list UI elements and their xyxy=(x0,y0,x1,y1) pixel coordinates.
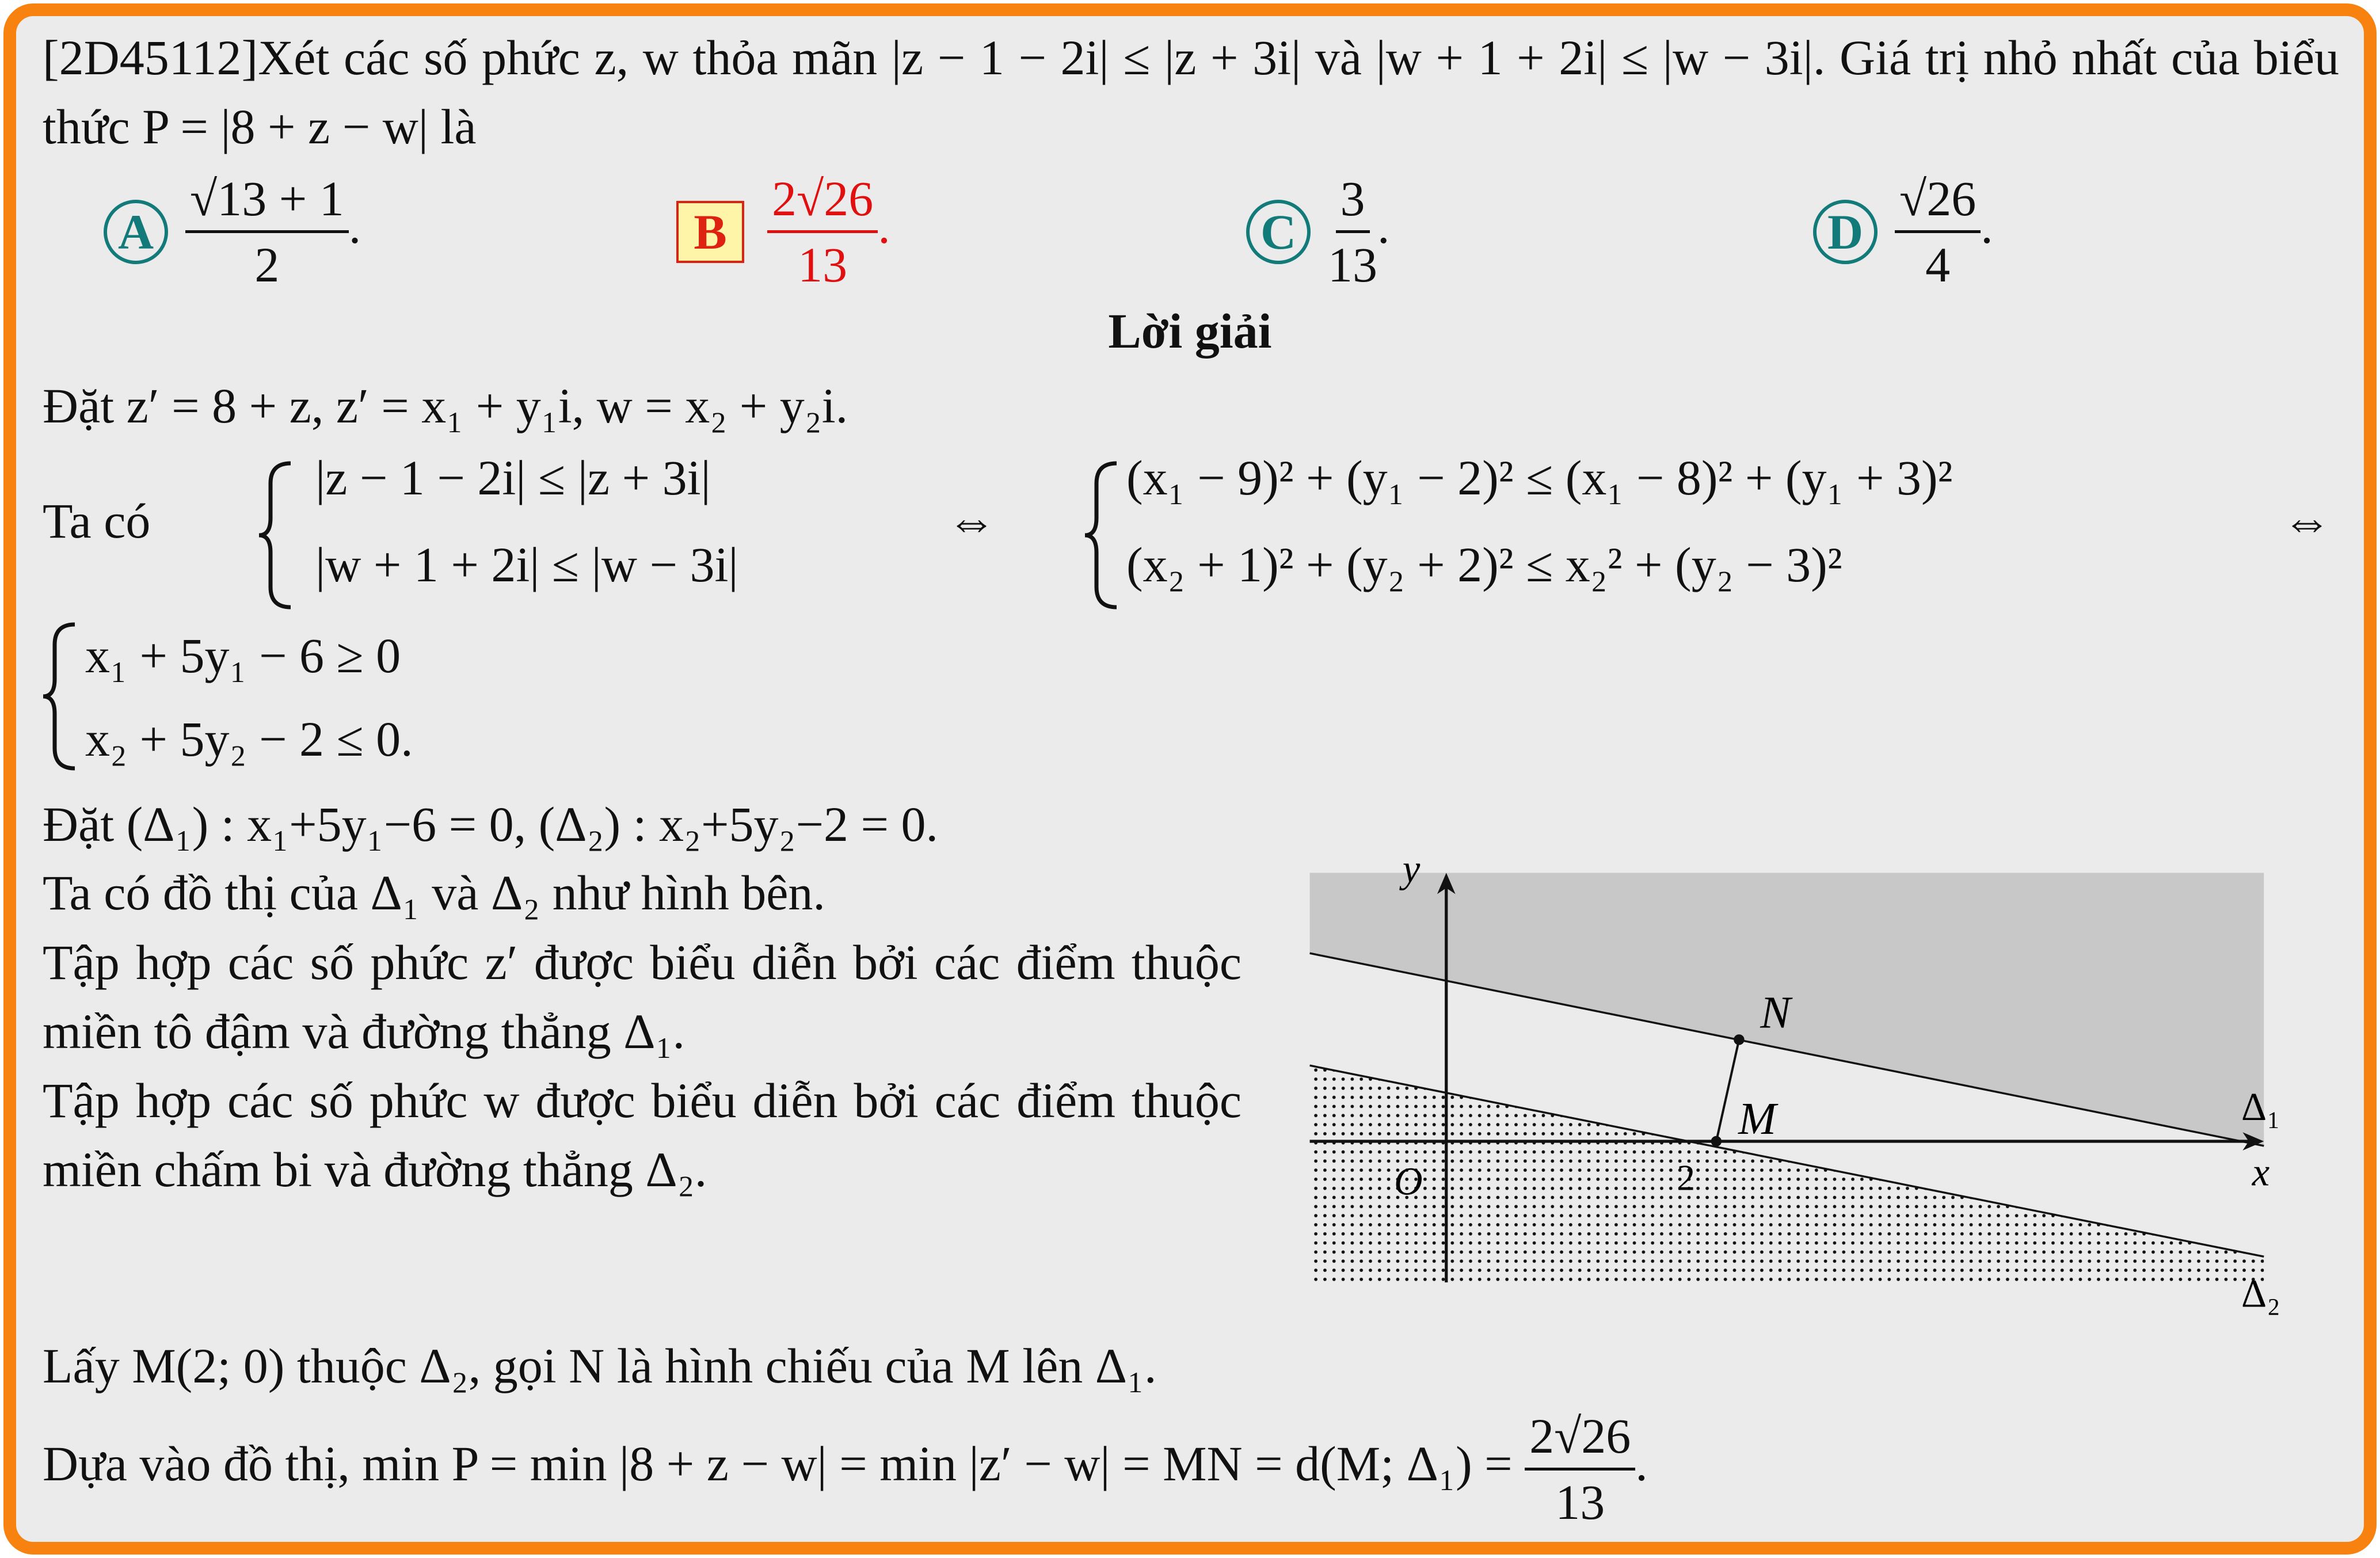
tick-label: 2 xyxy=(1677,1157,1695,1198)
paragraph: Tập hợp các số phức w được biểu diễn bởi… xyxy=(43,1073,1242,1197)
numerator: √13 + 1 xyxy=(185,167,349,233)
conclusion: Lấy M(2; 0) thuộc Δ₂, gọi N là hình chiế… xyxy=(43,1338,1157,1393)
suffix: . xyxy=(348,199,361,254)
heading: Lời giải xyxy=(1108,303,1272,359)
equation: |z − 1 − 2i| ≤ |z + 3i| xyxy=(315,450,711,505)
equiv: ⇔ xyxy=(947,493,996,548)
origin-label: O xyxy=(1394,1159,1422,1203)
point-label: N xyxy=(1760,988,1793,1038)
arrow xyxy=(2242,1132,2264,1151)
paragraph: Ta có đồ thị của Δ₁ và Δ₂ như hình bên. xyxy=(43,865,825,920)
denominator: 4 xyxy=(1925,237,1951,292)
conclusion: Dựa vào đồ thị, min P = min |8 + z − w| … xyxy=(43,1404,1648,1534)
choice: B 2√26 13. xyxy=(676,167,890,296)
line-label: Δ₂ xyxy=(2241,1271,2280,1315)
delta2-line xyxy=(1309,1064,2264,1258)
point xyxy=(1711,1136,1722,1147)
arrow xyxy=(1437,873,1456,894)
brace xyxy=(1084,461,1117,610)
choice: D √26 4. xyxy=(1813,167,1993,296)
equiv: ⇔ xyxy=(2282,493,2332,548)
shaded-region xyxy=(1309,873,2264,1146)
intro: Ta có xyxy=(43,493,151,548)
frame xyxy=(3,3,2377,1555)
denominator: 13 xyxy=(1555,1475,1605,1530)
problem: [2D45112]Xét các số phức z, w thỏa mãn |… xyxy=(43,23,2339,161)
axis-label: y xyxy=(1399,850,1421,890)
choice: C 3 13. xyxy=(1246,167,1390,296)
point xyxy=(1734,1034,1745,1045)
point-label: M xyxy=(1738,1094,1779,1144)
brace xyxy=(258,461,291,610)
segment-mn xyxy=(1715,1039,1741,1142)
substitution: Đặt z′ = 8 + z, z′ = x₁ + y₁i, w = x₂ + … xyxy=(43,378,848,433)
suffix: . xyxy=(1377,199,1390,254)
figure: y x O 2 N M Δ₁ Δ₂ xyxy=(1309,850,2280,1315)
choice-label: B xyxy=(676,200,744,263)
problem-code: [2D45112] xyxy=(43,30,258,85)
equation: x₁ + 5y₁ − 6 ≥ 0 xyxy=(85,628,401,683)
equation: x₂ + 5y₂ − 2 ≤ 0. xyxy=(85,711,413,767)
equation: |w + 1 + 2i| ≤ |w − 3i| xyxy=(315,537,738,592)
paragraph: Đặt (Δ₁) : x₁+5y₁−6 = 0, (Δ₂) : x₂+5y₂−2… xyxy=(43,797,939,852)
choice-label: A xyxy=(104,199,168,264)
suffix: . xyxy=(1981,199,1993,254)
suffix: . xyxy=(1635,1436,1648,1492)
denominator: 13 xyxy=(1328,237,1377,292)
suffix: . xyxy=(878,199,890,254)
equation: (x₂ + 1)² + (y₂ + 2)² ≤ x₂² + (y₂ − 3)² xyxy=(1126,537,1842,592)
denominator: 13 xyxy=(798,237,848,292)
numerator: 3 xyxy=(1335,167,1370,233)
line-label: Δ₁ xyxy=(2241,1085,2280,1129)
equation: (x₁ − 9)² + (y₁ − 2)² ≤ (x₁ − 8)² + (y₁ … xyxy=(1126,450,1953,505)
dotted-region xyxy=(1309,1065,2264,1283)
problem-text: Xét các số phức z, w thỏa mãn |z − 1 − 2… xyxy=(43,30,2339,154)
axis-label: x xyxy=(2252,1150,2269,1194)
denominator: 2 xyxy=(254,237,280,292)
numerator: 2√26 xyxy=(767,167,878,233)
numerator: √26 xyxy=(1895,167,1981,233)
conclusion-text: Dựa vào đồ thị, min P = min |8 + z − w| … xyxy=(43,1436,1513,1492)
paragraph: Tập hợp các số phức z′ được biểu diễn bở… xyxy=(43,935,1242,1059)
brace xyxy=(43,622,75,771)
choice-label: C xyxy=(1246,199,1311,264)
numerator: 2√26 xyxy=(1525,1404,1636,1471)
delta1-line xyxy=(1309,952,2264,1147)
choice-label: D xyxy=(1813,199,1878,264)
